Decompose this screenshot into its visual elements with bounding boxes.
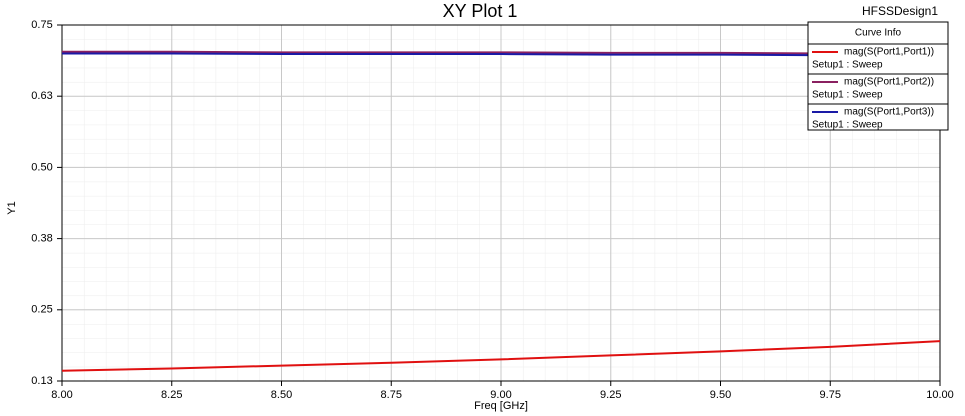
series-line <box>62 50 940 55</box>
x-tick-label: 9.25 <box>600 389 621 401</box>
y-tick-label: 0.63 <box>31 90 52 102</box>
y-tick-label: 0.13 <box>31 375 52 387</box>
x-tick-label: 10.00 <box>926 389 954 401</box>
chart-title: XY Plot 1 <box>443 1 518 21</box>
legend-entry: mag(S(Port1,Port1)) <box>844 47 934 58</box>
series-line <box>61 340 941 372</box>
x-tick-label: 8.50 <box>271 389 292 401</box>
x-tick-label: 8.75 <box>381 389 402 401</box>
x-tick-label: 8.00 <box>51 389 72 401</box>
x-tick-label: 8.25 <box>161 389 182 401</box>
design-name: HFSSDesign1 <box>862 4 938 18</box>
y-tick-label: 0.50 <box>31 161 52 173</box>
legend-entry: mag(S(Port1,Port3)) <box>844 107 934 118</box>
series-line <box>62 52 940 57</box>
legend-setup: Setup1 : Sweep <box>812 60 883 71</box>
y-tick-label: 0.38 <box>31 233 52 245</box>
x-axis-label: Freq [GHz] <box>474 400 528 412</box>
x-tick-label: 9.75 <box>820 389 841 401</box>
legend-setup: Setup1 : Sweep <box>812 120 883 131</box>
legend-entry: mag(S(Port1,Port2)) <box>844 77 934 88</box>
legend-setup: Setup1 : Sweep <box>812 90 883 101</box>
y-axis-label: Y1 <box>6 201 18 214</box>
x-tick-label: 9.50 <box>710 389 731 401</box>
legend-title: Curve Info <box>855 28 902 39</box>
plot-frame <box>61 24 941 382</box>
y-tick-label: 0.75 <box>31 19 52 31</box>
y-tick-label: 0.25 <box>31 304 52 316</box>
x-tick-label: 9.00 <box>490 389 511 401</box>
